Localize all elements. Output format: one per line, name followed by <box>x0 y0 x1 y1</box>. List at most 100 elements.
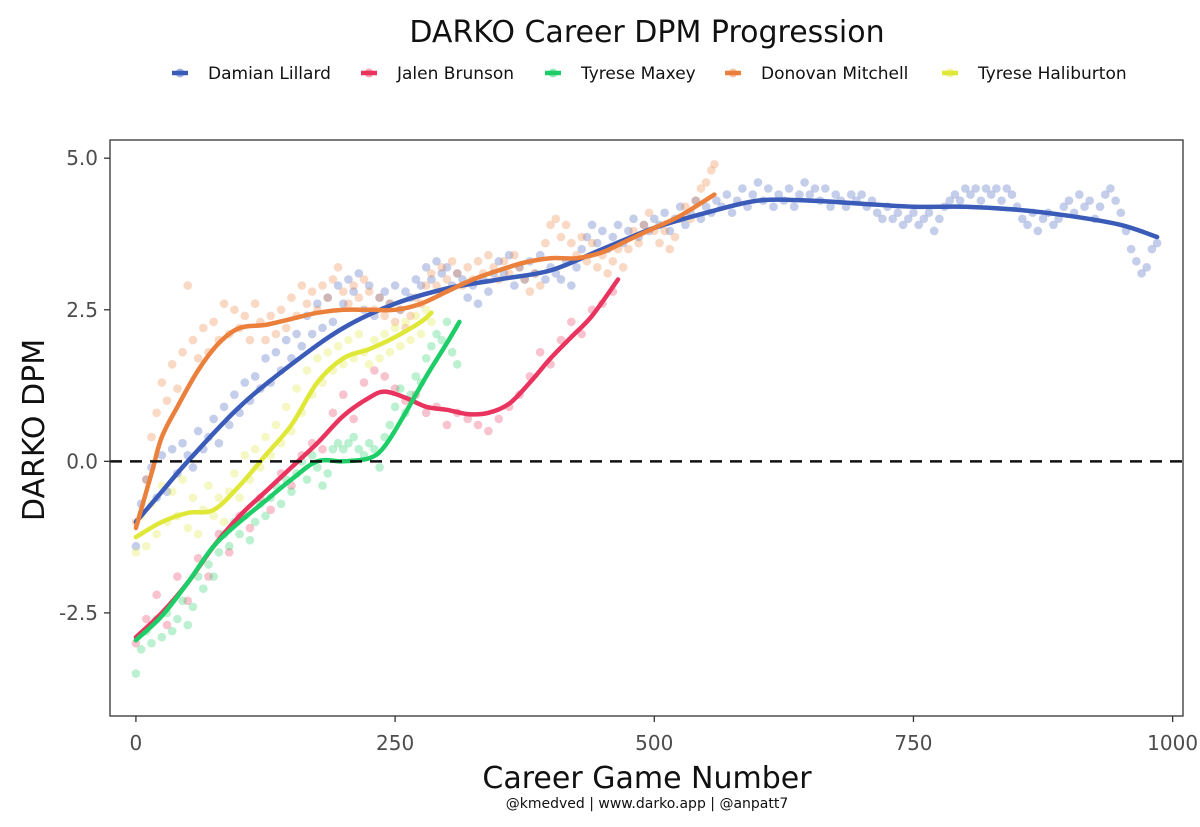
data-point <box>473 420 483 430</box>
data-point <box>390 384 400 393</box>
data-point <box>800 178 809 187</box>
data-point <box>1137 269 1146 278</box>
data-point <box>401 287 410 296</box>
data-point <box>473 256 483 266</box>
data-point <box>157 378 167 387</box>
data-point <box>587 238 597 248</box>
data-point <box>266 505 275 515</box>
data-point <box>188 335 198 345</box>
data-point <box>344 335 353 345</box>
series-points <box>131 305 436 557</box>
x-axis-title: Career Game Number <box>482 761 812 796</box>
data-point <box>250 372 260 381</box>
data-point <box>230 390 239 399</box>
data-point <box>385 420 395 430</box>
legend-item: Tyrese Haliburton <box>942 64 1127 84</box>
legend-label: Donovan Mitchell <box>761 64 908 84</box>
data-point <box>805 190 815 199</box>
legend-dot <box>945 68 955 78</box>
data-point <box>375 293 384 302</box>
data-point <box>753 178 763 187</box>
data-point <box>406 335 415 345</box>
data-point <box>338 444 348 454</box>
data-point <box>287 293 296 302</box>
data-point <box>349 281 358 290</box>
legend-dot <box>175 68 185 78</box>
legend-dot <box>548 68 558 78</box>
data-point <box>1018 214 1027 224</box>
legend-label: Tyrese Maxey <box>580 64 696 84</box>
data-point <box>230 305 239 315</box>
data-point <box>307 287 317 296</box>
data-point <box>271 329 281 339</box>
data-point <box>276 499 286 509</box>
data-point <box>567 317 576 327</box>
data-point <box>878 214 887 224</box>
data-point <box>193 426 203 436</box>
data-point <box>665 226 675 236</box>
data-point <box>660 208 669 218</box>
data-point <box>955 196 965 205</box>
data-point <box>240 450 250 460</box>
data-point <box>437 335 447 345</box>
data-point <box>214 493 224 503</box>
data-point <box>364 360 374 369</box>
data-point <box>675 202 685 211</box>
data-point <box>224 420 234 430</box>
data-point <box>385 347 395 357</box>
data-point <box>608 232 618 242</box>
data-point <box>183 281 193 290</box>
data-point <box>535 347 545 357</box>
data-point <box>214 547 224 557</box>
data-point <box>416 281 426 290</box>
data-point <box>598 226 607 236</box>
data-point <box>504 250 514 260</box>
data-point <box>209 511 218 521</box>
data-point <box>810 184 820 193</box>
data-point <box>551 214 561 224</box>
x-tick-label: 0 <box>130 731 143 755</box>
data-point <box>561 220 571 230</box>
data-point <box>245 335 255 345</box>
data-point <box>525 287 535 296</box>
data-point <box>546 220 555 230</box>
data-point <box>313 299 322 309</box>
data-point <box>935 214 944 224</box>
data-point <box>147 432 156 442</box>
data-point <box>981 184 991 193</box>
data-point <box>452 360 462 369</box>
data-point <box>173 572 182 581</box>
data-point <box>328 275 338 284</box>
data-point <box>997 196 1006 205</box>
data-point <box>375 463 384 472</box>
data-point <box>359 378 369 387</box>
data-point <box>665 244 675 254</box>
data-point <box>960 184 970 193</box>
data-point <box>903 214 913 224</box>
data-point <box>364 287 374 296</box>
data-point <box>1064 196 1074 205</box>
data-point <box>510 250 519 260</box>
data-point <box>349 432 358 442</box>
data-point <box>333 263 343 272</box>
data-point <box>178 475 187 484</box>
data-point <box>463 263 472 272</box>
data-point <box>224 547 234 557</box>
data-point <box>209 317 218 327</box>
data-point <box>328 408 338 418</box>
data-point <box>250 299 260 309</box>
data-point <box>173 614 182 624</box>
data-point <box>473 299 483 309</box>
data-point <box>442 420 452 430</box>
data-point <box>437 263 447 272</box>
data-point <box>1116 208 1126 218</box>
legend-item: Tyrese Maxey <box>545 64 696 84</box>
trend-line <box>133 277 621 640</box>
data-point <box>738 184 747 193</box>
data-point <box>204 481 213 490</box>
data-point <box>131 547 141 557</box>
data-point <box>1075 190 1084 199</box>
data-point <box>577 232 587 242</box>
data-point <box>167 487 177 496</box>
data-point <box>764 184 773 193</box>
